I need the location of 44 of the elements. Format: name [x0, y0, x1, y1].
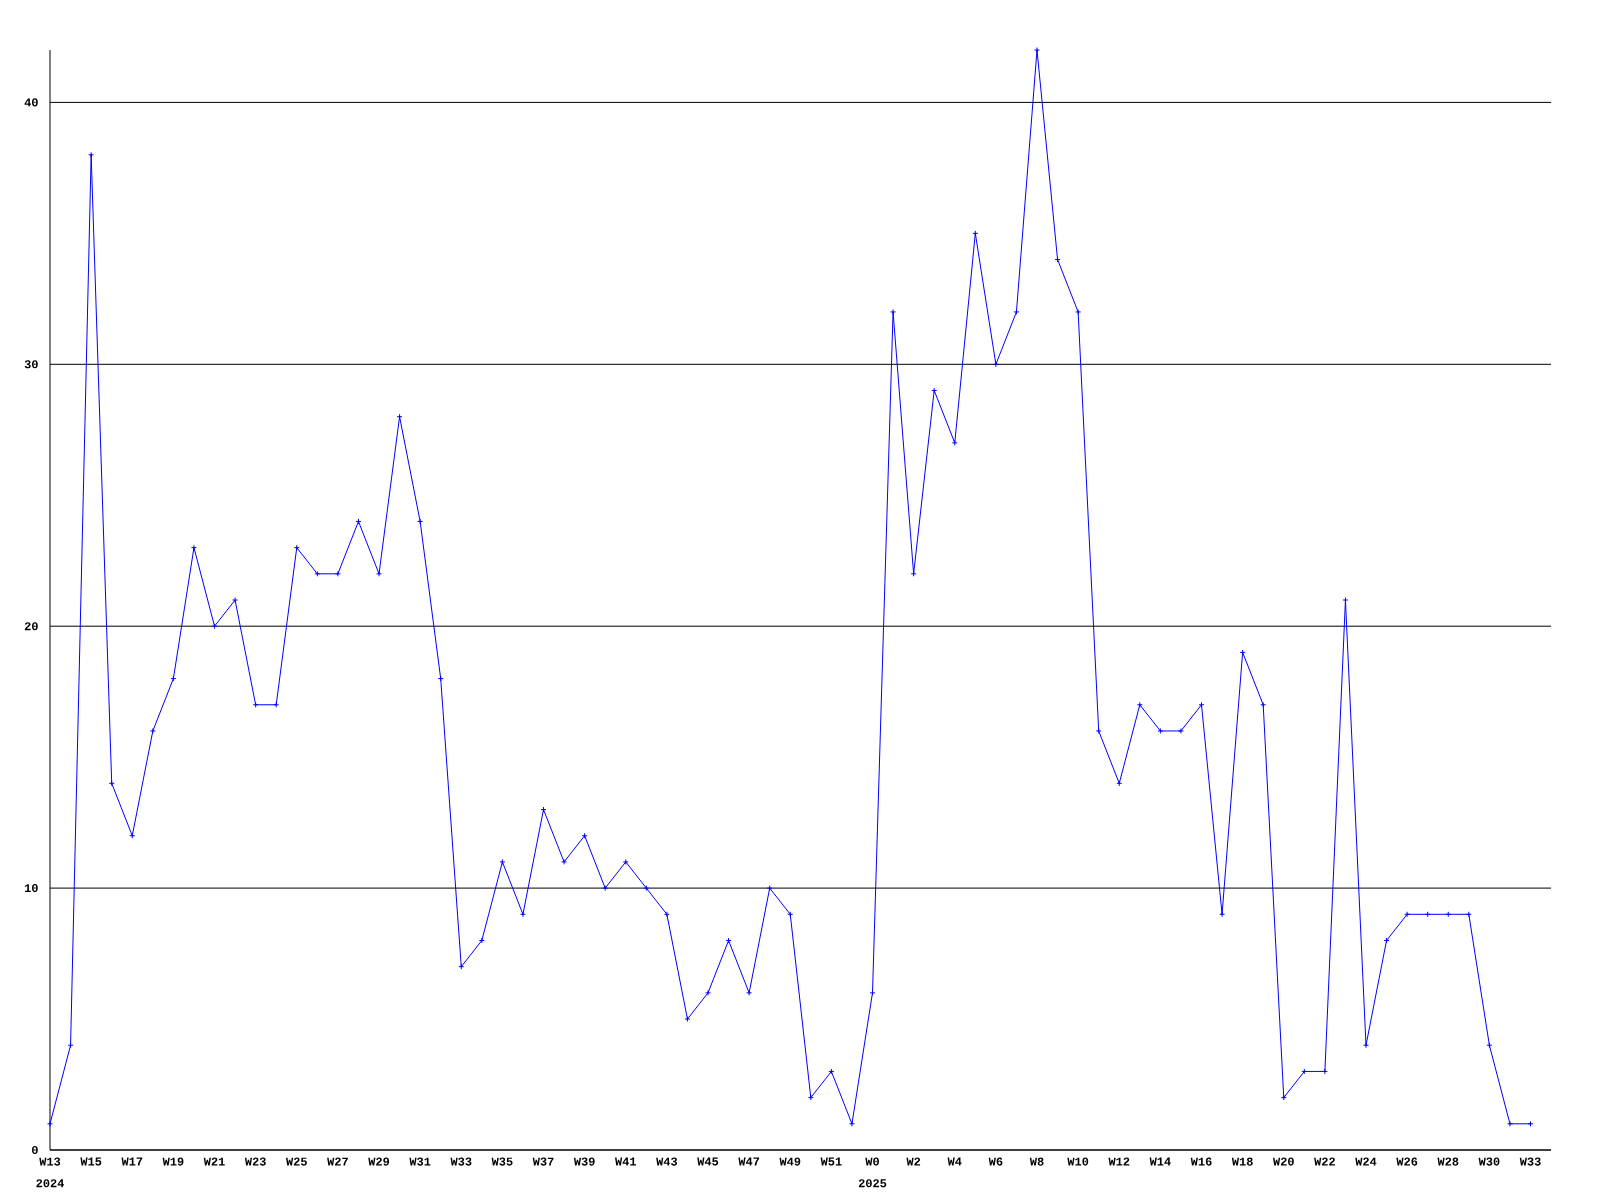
- x-tick-label: W43: [656, 1157, 678, 1166]
- x-tick-label: W20: [1272, 1157, 1294, 1166]
- x-tick-label: W6: [988, 1157, 1003, 1166]
- x-tick-label: W28: [1437, 1157, 1459, 1166]
- x-tick-label: W33: [450, 1157, 472, 1166]
- y-tick-label: 20: [24, 622, 38, 631]
- x-tick-label: W2: [906, 1157, 921, 1166]
- x-tick-label: W51: [820, 1157, 842, 1166]
- x-tick-label: W47: [738, 1157, 760, 1166]
- x-tick-label: W4: [947, 1157, 962, 1166]
- x-tick-label: W10: [1067, 1157, 1089, 1166]
- x-tick-label: W0: [865, 1157, 879, 1166]
- y-tick-label: 30: [24, 360, 38, 369]
- x-tick-label: W39: [573, 1157, 595, 1166]
- x-tick-label: W25: [286, 1157, 307, 1166]
- x-tick-label: W21: [203, 1157, 225, 1166]
- x-tick-label: W22: [1314, 1157, 1335, 1166]
- x-tick-label: W23: [244, 1157, 266, 1166]
- x-tick-label: W26: [1396, 1157, 1418, 1166]
- y-tick-label: 40: [24, 98, 38, 107]
- x-tick-label: W33: [1519, 1157, 1541, 1166]
- text: 2025: [858, 1179, 887, 1188]
- y-tick-label: 0: [31, 1145, 38, 1155]
- x-tick-label: W24: [1355, 1157, 1377, 1166]
- text: 2024: [36, 1179, 64, 1188]
- x-tick-label: W45: [697, 1157, 719, 1166]
- x-tick-label: W16: [1190, 1157, 1212, 1166]
- x-tick-label: W15: [80, 1157, 102, 1166]
- x-tick-label: W13: [39, 1157, 61, 1166]
- x-tick-label: W35: [491, 1157, 513, 1166]
- x-tick-label: W8: [1029, 1157, 1044, 1166]
- x-tick-label: W12: [1108, 1157, 1130, 1166]
- x-tick-label: W37: [532, 1157, 554, 1166]
- x-tick-label: W41: [615, 1157, 637, 1166]
- x-tick-label: W17: [121, 1157, 143, 1166]
- y-tick-label: 10: [24, 884, 38, 893]
- x-tick-label: W30: [1478, 1157, 1500, 1166]
- x-tick-label: W31: [409, 1157, 431, 1166]
- x-tick-label: W14: [1149, 1157, 1171, 1166]
- x-tick-label: W29: [368, 1157, 390, 1166]
- x-tick-label: W19: [162, 1157, 184, 1166]
- x-tick-label: W49: [779, 1157, 801, 1166]
- x-tick-label: W27: [327, 1157, 348, 1166]
- x-tick-label: W18: [1231, 1157, 1253, 1166]
